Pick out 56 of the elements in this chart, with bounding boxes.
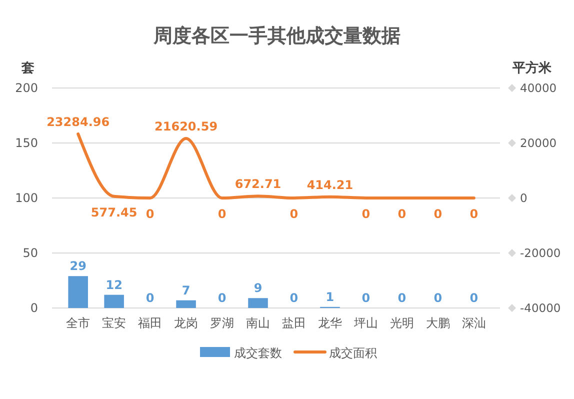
y2-tick-label: 40000 xyxy=(520,81,557,95)
y2-tick-label: 0 xyxy=(520,191,528,205)
data-label: 0 xyxy=(434,291,442,305)
data-label: 0 xyxy=(434,207,442,221)
x-tick-label: 罗湖 xyxy=(210,316,234,330)
y-tick-label: 100 xyxy=(15,191,38,205)
bar xyxy=(248,298,268,308)
legend-label: 成交面积 xyxy=(329,346,377,360)
data-label: 12 xyxy=(106,278,122,292)
data-label: 577.45 xyxy=(90,205,138,220)
x-tick-label: 坪山 xyxy=(352,316,378,330)
x-tick-label: 福田 xyxy=(138,316,162,330)
y-tick-label: 150 xyxy=(15,136,38,150)
x-tick-label: 南山 xyxy=(246,316,270,330)
line-series xyxy=(76,132,476,200)
data-label: 0 xyxy=(470,291,478,305)
y-axis-title: 套 xyxy=(20,61,34,76)
chart-title: 周度各区一手其他成交量数据 xyxy=(152,25,400,47)
data-label: 414.21 xyxy=(306,178,354,192)
data-label: 29 xyxy=(70,259,86,274)
bar xyxy=(104,294,124,308)
data-label: 21620.59 xyxy=(154,120,218,134)
data-label: 0 xyxy=(290,291,298,305)
data-label: 1 xyxy=(326,290,334,304)
data-label: 0 xyxy=(362,291,370,305)
y-tick-label: 50 xyxy=(22,246,38,260)
data-label: 0 xyxy=(146,291,154,305)
x-tick-label: 光明 xyxy=(390,316,414,330)
data-label: 0 xyxy=(470,207,478,221)
x-tick-label: 深汕 xyxy=(462,316,486,330)
data-label: 0 xyxy=(290,207,298,221)
x-tick-label: 全市 xyxy=(66,316,90,330)
y2-tick-label: 20000 xyxy=(520,136,557,150)
data-label: 0 xyxy=(146,207,154,221)
data-label: 0 xyxy=(218,291,226,305)
bar xyxy=(176,300,196,308)
data-label: 0 xyxy=(398,207,406,221)
x-tick-label: 盐田 xyxy=(282,316,306,330)
x-tick-label: 宝安 xyxy=(102,316,126,330)
y-tick-label: 200 xyxy=(15,81,38,95)
data-label: 0 xyxy=(362,207,370,221)
data-label: 23284.96 xyxy=(46,114,110,129)
data-label: 672.71 xyxy=(234,177,282,192)
y2-tick-label: -40000 xyxy=(520,301,561,315)
data-label: 0 xyxy=(398,291,406,305)
y2-tick-label: -20000 xyxy=(520,246,561,260)
y-tick-label: 0 xyxy=(30,301,38,315)
data-label: 0 xyxy=(218,207,226,221)
x-tick-label: 龙华 xyxy=(318,316,342,330)
y2-axis-title: 平方米 xyxy=(512,60,552,76)
data-label: 7 xyxy=(182,283,190,298)
bar xyxy=(68,276,88,308)
x-tick-label: 龙岗 xyxy=(174,316,198,330)
x-tick-label: 大鹏 xyxy=(426,316,450,330)
data-label: 9 xyxy=(254,281,262,296)
legend-label: 成交套数 xyxy=(234,346,282,360)
